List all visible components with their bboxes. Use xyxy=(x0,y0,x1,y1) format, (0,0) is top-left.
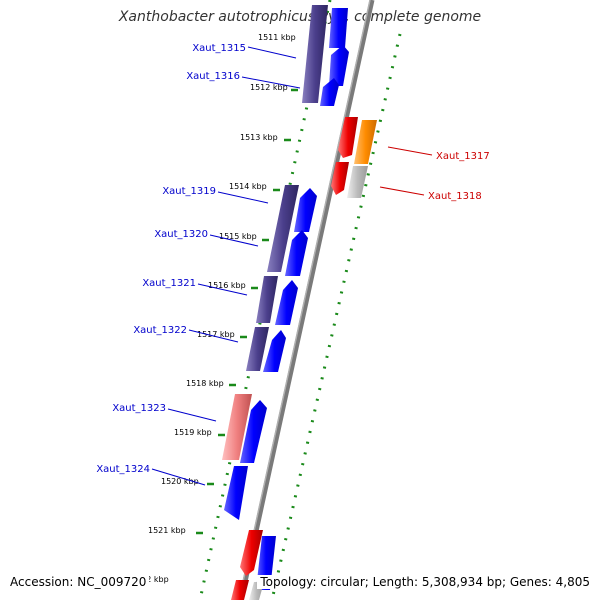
gene-xaut-1319 xyxy=(294,188,317,232)
topology-text: Topology: circular; Length: 5,308,934 bp… xyxy=(257,575,590,589)
gene-xaut-1323 xyxy=(240,400,267,463)
kbp-label: 1513 kbp xyxy=(240,133,278,142)
gene-bottom-red-2 xyxy=(231,580,249,600)
gene-label-xaut-1320[interactable]: Xaut_1320 xyxy=(154,229,208,240)
genes-forward-strand xyxy=(224,8,349,590)
kbp-label: 1511 kbp xyxy=(258,33,296,42)
gene-xaut-1320 xyxy=(285,230,308,276)
kbp-label: 1518 kbp xyxy=(186,379,224,388)
gene-xaut-1323-pink xyxy=(222,394,252,460)
kbp-label: 1522 kbp xyxy=(131,575,169,584)
gene-xaut-1318-gray xyxy=(347,166,368,198)
gene-label-xaut-1317[interactable]: Xaut_1317 xyxy=(436,151,490,162)
kbp-label: 1514 kbp xyxy=(229,182,267,191)
kbp-label: 1512 kbp xyxy=(250,83,288,92)
gene-label-xaut-1319[interactable]: Xaut_1319 xyxy=(162,186,216,197)
gene-label-xaut-1321[interactable]: Xaut_1321 xyxy=(142,278,196,289)
kbp-label: 1517 kbp xyxy=(197,330,235,339)
gene-label-xaut-1315[interactable]: Xaut_1315 xyxy=(192,43,246,54)
kbp-label: 1520 kbp xyxy=(161,477,199,486)
gene-xaut-1324 xyxy=(224,466,248,520)
gene-label-xaut-1318[interactable]: Xaut_1318 xyxy=(428,191,482,202)
gene-xaut-1315-dark xyxy=(302,5,328,103)
kbp-label: 1519 kbp xyxy=(174,428,212,437)
kbp-label: 1521 kbp xyxy=(148,526,186,535)
gene-xaut-1322 xyxy=(263,330,286,372)
gene-labels: Xaut_1315 Xaut_1316 Xaut_1317 Xaut_1318 … xyxy=(96,43,489,475)
gene-xaut-1321-dark xyxy=(256,276,278,323)
gene-xaut-1317 xyxy=(338,117,358,158)
gene-xaut-1315 xyxy=(329,8,348,48)
genome-title: Xanthobacter autotrophicus Py2, complete… xyxy=(118,9,482,25)
gene-bottom-red xyxy=(240,530,263,576)
gene-xaut-1316 xyxy=(320,78,339,106)
gene-xaut-1319-dark xyxy=(267,185,299,272)
gene-xaut-1321 xyxy=(275,280,298,325)
gene-label-xaut-1322[interactable]: Xaut_1322 xyxy=(133,325,187,336)
gene-xaut-1318 xyxy=(331,162,349,195)
genes-highlighted xyxy=(231,117,377,600)
gene-label-xaut-1316[interactable]: Xaut_1316 xyxy=(186,71,240,82)
kbp-labels: 1511 kbp 1512 kbp 1513 kbp 1514 kbp 1515… xyxy=(131,33,296,584)
label-leaders xyxy=(151,46,433,486)
gene-xaut-1315b xyxy=(329,45,349,86)
gene-label-xaut-1324[interactable]: Xaut_1324 xyxy=(96,464,150,475)
kbp-label: 1516 kbp xyxy=(208,281,246,290)
kbp-label: 1515 kbp xyxy=(219,232,257,241)
gene-xaut-1322-dark xyxy=(246,327,269,371)
gene-label-xaut-1323[interactable]: Xaut_1323 xyxy=(112,403,166,414)
accession-text: Accession: NC_009720 xyxy=(10,575,150,589)
genome-backbone xyxy=(238,0,375,600)
gene-xaut-1317-orange xyxy=(354,120,377,164)
genes-reverse-strand xyxy=(222,5,328,460)
